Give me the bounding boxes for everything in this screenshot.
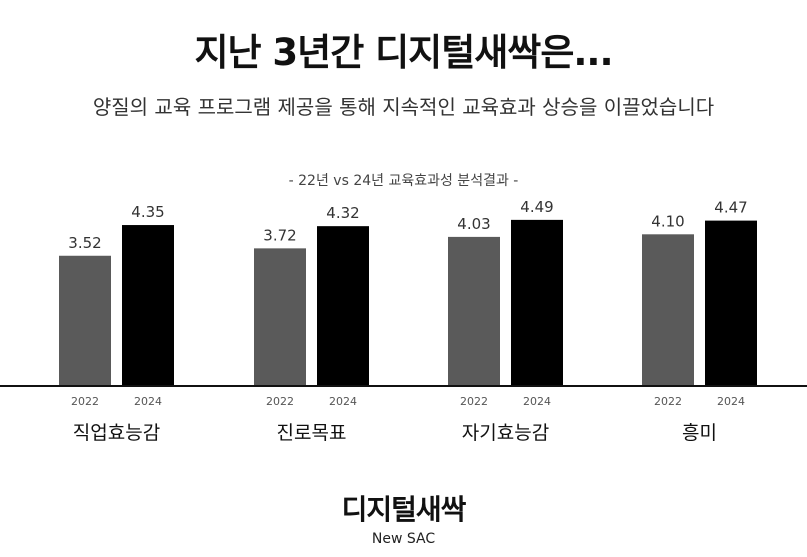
bar-2022-3 [642, 234, 694, 386]
series-tick-label: 2022 [71, 395, 99, 408]
chart-title: - 22년 vs 24년 교육효과성 분석결과 - [288, 173, 519, 189]
category-label: 진로목표 [277, 422, 347, 444]
data-label: 4.35 [131, 203, 164, 221]
data-label: 4.49 [520, 198, 553, 216]
category-label: 직업효능감 [73, 422, 160, 444]
bar-2024-0 [122, 225, 174, 386]
bar-2024-2 [511, 219, 563, 386]
bar-2022-0 [59, 255, 111, 386]
data-label: 4.32 [326, 204, 359, 222]
bar-2024-3 [705, 220, 757, 386]
series-tick-label: 2024 [134, 395, 162, 408]
bar-2022-1 [254, 248, 306, 386]
data-label: 4.47 [714, 199, 747, 217]
data-label: 3.52 [68, 234, 101, 252]
page-title: 지난 3년간 디지털새싹은... [194, 31, 613, 74]
series-tick-label: 2024 [523, 395, 551, 408]
category-label: 자기효능감 [462, 422, 549, 444]
series-tick-label: 2024 [717, 395, 745, 408]
series-tick-label: 2022 [266, 395, 294, 408]
data-label: 4.10 [651, 212, 684, 230]
brand-logo: 디지털새싹 [341, 493, 467, 526]
series-tick-label: 2022 [654, 395, 682, 408]
data-label: 4.03 [457, 215, 490, 233]
bar-2022-2 [448, 236, 500, 386]
bar-2024-1 [317, 226, 369, 386]
series-tick-label: 2024 [329, 395, 357, 408]
series-tick-label: 2022 [460, 395, 488, 408]
category-label: 흥미 [682, 422, 717, 444]
brand-tagline: New SAC [371, 531, 436, 547]
data-label: 3.72 [263, 226, 296, 244]
page-subtitle: 양질의 교육 프로그램 제공을 통해 지속적인 교육효과 상승을 이끌었습니다 [92, 95, 715, 119]
